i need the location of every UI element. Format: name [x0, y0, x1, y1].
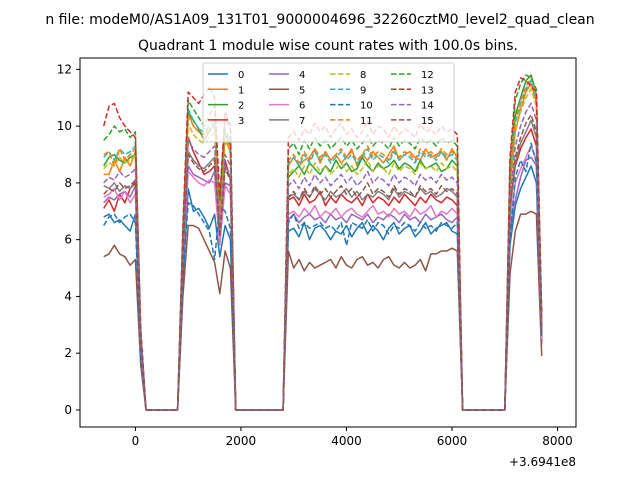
legend-label-5: 5 [299, 85, 305, 96]
chart-suptitle: n file: modeM0/AS1A09_131T01_9000004696_… [45, 12, 594, 28]
legend-label-15: 15 [421, 116, 434, 127]
series-line-7 [103, 119, 543, 411]
x-tick-label: 6000 [437, 434, 468, 448]
legend-label-2: 2 [238, 101, 244, 112]
y-tick-label: 6 [64, 233, 72, 247]
x-axis-offset-label: +3.6941e8 [509, 455, 576, 469]
legend-label-9: 9 [360, 85, 366, 96]
x-tick-label: 4000 [331, 434, 362, 448]
series-line-10 [103, 142, 543, 411]
series-line-5 [103, 210, 543, 411]
x-axis: 0 2000 4000 6000 8000 [132, 427, 573, 448]
legend-label-0: 0 [238, 70, 244, 81]
y-tick-label: 8 [64, 176, 72, 190]
series-line-0 [103, 165, 543, 411]
series-line-14 [103, 102, 543, 411]
legend-label-1: 1 [238, 85, 244, 96]
x-tick-label: 0 [132, 434, 140, 448]
legend-label-6: 6 [299, 101, 305, 112]
series-line-4 [103, 156, 543, 411]
legend-label-14: 14 [421, 101, 434, 112]
legend-label-10: 10 [360, 101, 373, 112]
legend-label-11: 11 [360, 116, 373, 127]
y-tick-label: 10 [57, 119, 72, 133]
y-tick-label: 4 [64, 289, 72, 303]
legend-box [202, 62, 455, 143]
y-tick-label: 0 [64, 403, 72, 417]
legend-label-8: 8 [360, 70, 366, 81]
y-axis: 0 2 4 6 8 10 12 [57, 62, 80, 417]
legend-label-7: 7 [299, 116, 305, 127]
plot-frame [79, 57, 577, 428]
legend-label-13: 13 [421, 85, 434, 96]
legend-label-12: 12 [421, 70, 434, 81]
y-tick-label: 2 [64, 346, 72, 360]
legend-label-4: 4 [299, 70, 305, 81]
series-layer [102, 74, 543, 411]
x-tick-label: 8000 [542, 434, 573, 448]
chart-title: Quadrant 1 module wise count rates with … [138, 38, 518, 54]
series-line-15 [103, 114, 543, 411]
legend-label-3: 3 [238, 116, 244, 127]
y-tick-label: 12 [57, 62, 72, 76]
series-line-6 [103, 145, 543, 411]
x-tick-label: 2000 [226, 434, 257, 448]
